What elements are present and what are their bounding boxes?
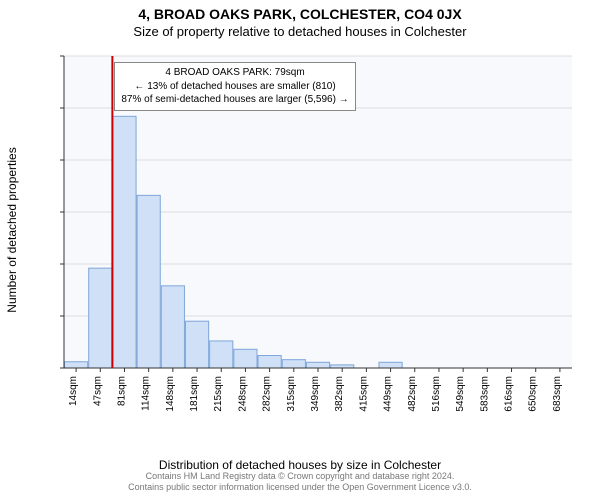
x-tick-label: 315sqm [286, 376, 297, 412]
footer-line-1: Contains HM Land Registry data © Crown c… [0, 471, 600, 483]
x-tick-label: 382sqm [334, 376, 345, 412]
x-tick-label: 148sqm [165, 376, 176, 412]
x-tick-label: 349sqm [310, 376, 321, 412]
x-tick-label: 81sqm [116, 376, 127, 406]
x-tick-label: 114sqm [141, 376, 152, 411]
x-tick-label: 516sqm [431, 376, 442, 412]
x-tick-label: 683sqm [552, 376, 563, 412]
x-tick-label: 248sqm [237, 376, 248, 412]
x-tick-label: 282sqm [262, 376, 273, 412]
x-tick-label: 14sqm [68, 376, 79, 406]
y-axis-label: Number of detached properties [5, 147, 19, 312]
x-tick-label: 583sqm [479, 376, 490, 412]
x-tick-label: 47sqm [92, 376, 103, 406]
x-tick-label: 616sqm [504, 376, 515, 412]
page-subtitle: Size of property relative to detached ho… [0, 22, 600, 43]
x-tick-label: 650sqm [528, 376, 539, 412]
callout-line-3: 87% of semi-detached houses are larger (… [121, 93, 348, 107]
x-tick-label: 181sqm [189, 376, 200, 412]
callout-line-1: 4 BROAD OAKS PARK: 79sqm [121, 66, 348, 80]
chart-root: 4, BROAD OAKS PARK, COLCHESTER, CO4 0JX … [0, 0, 600, 500]
callout-line-2: ← 13% of detached houses are smaller (81… [121, 80, 348, 94]
x-tick-label: 215sqm [213, 376, 224, 412]
x-tick-label: 415sqm [358, 376, 369, 412]
callout-box: 4 BROAD OAKS PARK: 79sqm ← 13% of detach… [114, 62, 355, 111]
x-tick-label: 549sqm [455, 376, 466, 412]
footer: Contains HM Land Registry data © Crown c… [0, 471, 600, 494]
x-tick-label: 449sqm [383, 376, 394, 412]
page-title: 4, BROAD OAKS PARK, COLCHESTER, CO4 0JX [0, 0, 600, 22]
x-tick-label: 482sqm [407, 376, 418, 412]
footer-line-2: Contains public sector information licen… [0, 482, 600, 494]
